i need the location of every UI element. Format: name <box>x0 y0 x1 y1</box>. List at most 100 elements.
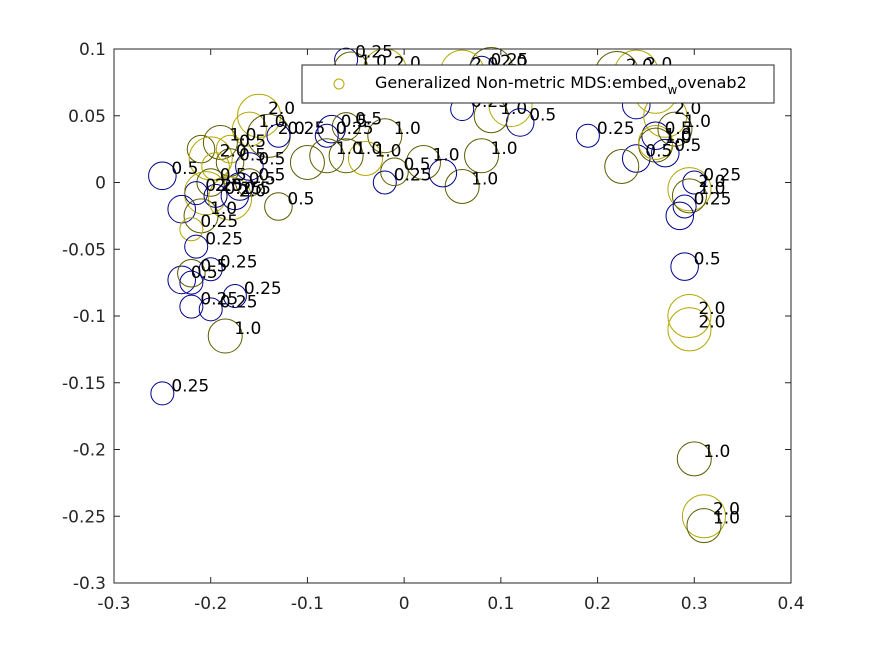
data-point <box>671 178 707 214</box>
data-point-label: 1.0 <box>336 139 363 159</box>
data-point-label: 0.25 <box>220 252 258 272</box>
data-point <box>650 138 680 168</box>
data-point-label: 2.0 <box>220 141 247 161</box>
data-point <box>150 381 175 406</box>
y-tick-label: 0 <box>95 174 106 194</box>
legend-entry-main: Generalized Non-metric MDS:embed <box>375 73 668 92</box>
y-tick-label: -0.25 <box>62 507 106 527</box>
y-tick-label: 0.1 <box>79 40 106 60</box>
data-point <box>638 124 674 160</box>
data-point <box>405 144 441 180</box>
data-point <box>215 134 245 164</box>
data-point-label: 2.0 <box>278 119 305 139</box>
data-point-label: 2.0 <box>698 312 725 332</box>
data-point-label: 0.25 <box>205 176 243 196</box>
legend-entry: Generalized Non-metric MDS:embedwovenab2 <box>375 73 747 97</box>
x-tick-label: 0.3 <box>681 594 708 614</box>
data-point-label: 1.0 <box>491 139 518 159</box>
data-point <box>266 123 291 148</box>
y-tick-label: -0.15 <box>62 374 106 394</box>
data-point <box>188 136 233 181</box>
data-point-label: 0.5 <box>249 170 276 190</box>
data-point-label: 1.0 <box>665 125 692 145</box>
data-point-label: 0.5 <box>674 136 701 156</box>
data-point <box>667 167 712 212</box>
data-point <box>367 118 403 154</box>
data-point <box>186 134 216 164</box>
data-point-label: 0.5 <box>665 119 692 139</box>
data-point-label: 0.25 <box>597 119 635 139</box>
data-point-label: 1.0 <box>210 199 237 219</box>
data-point-label: 2.0 <box>698 172 725 192</box>
data-point-label: 2.0 <box>674 99 701 119</box>
y-tick-label: -0.05 <box>62 240 106 260</box>
data-point <box>207 318 243 354</box>
data-point-label: 1.0 <box>703 442 730 462</box>
data-point-label: 2.0 <box>239 182 266 202</box>
data-point <box>208 176 253 221</box>
data-point-label: 0.5 <box>244 179 271 199</box>
data-point-label: 2.0 <box>713 499 740 519</box>
data-point-label: 1.0 <box>665 128 692 148</box>
data-point-label: 1.0 <box>374 141 401 161</box>
legend-box <box>301 64 775 104</box>
data-point <box>676 441 712 477</box>
data-point <box>575 123 600 148</box>
x-tick-label: -0.1 <box>291 594 324 614</box>
data-point <box>148 161 177 191</box>
data-point <box>682 170 707 195</box>
data-point-label: 0.25 <box>225 179 263 199</box>
data-point-label: 0.5 <box>171 159 198 179</box>
data-point <box>672 194 697 219</box>
data-point <box>372 170 397 195</box>
legend: Generalized Non-metric MDS:embedwovenab2 <box>301 64 775 104</box>
x-tick-label: 0 <box>399 594 410 614</box>
data-point <box>184 234 209 259</box>
data-point-label: 0.25 <box>694 190 732 210</box>
points-layer <box>148 46 727 544</box>
data-point <box>347 140 383 176</box>
data-point <box>198 257 223 282</box>
data-point-label: 0.5 <box>287 190 314 210</box>
data-point-label: 0.5 <box>239 132 266 152</box>
y-tick-label: -0.1 <box>73 307 106 327</box>
data-point-label: 0.25 <box>205 230 243 250</box>
data-point <box>289 144 325 180</box>
data-point-label: 1.0 <box>500 99 527 119</box>
data-point <box>681 494 727 539</box>
data-point <box>201 152 230 181</box>
data-point-label: 0.5 <box>220 166 247 186</box>
legend-entry-subscript: w <box>668 83 678 97</box>
data-point <box>235 152 264 181</box>
data-point <box>667 307 712 352</box>
data-point <box>665 201 695 231</box>
data-point-label: 0.25 <box>171 376 209 396</box>
data-point-label: 2.0 <box>268 99 295 119</box>
data-point <box>380 157 409 187</box>
x-axis: -0.3 -0.2 -0.1 0 0.1 0.2 0.3 0.4 <box>97 49 805 614</box>
data-point <box>179 217 204 242</box>
data-point-label: 0.25 <box>200 290 238 310</box>
y-tick-label: -0.3 <box>73 574 106 594</box>
data-point-label: 1.0 <box>471 170 498 190</box>
data-point-label: 1.0 <box>234 319 261 339</box>
data-point <box>604 148 640 184</box>
data-point-label: 0.5 <box>258 149 285 169</box>
data-point-label: 0.5 <box>239 145 266 165</box>
legend-entry-end: ovenab2 <box>677 73 746 92</box>
data-point-label: 1.0 <box>394 119 421 139</box>
data-point-label: 0.25 <box>336 119 374 139</box>
data-point-label: 1.0 <box>355 139 382 159</box>
data-point-label: 0.25 <box>703 166 741 186</box>
data-point <box>167 265 196 295</box>
point-labels-layer: 0.251.02.00.252.02.02.02.00.252.00.51.02… <box>171 43 741 529</box>
x-tick-label: -0.3 <box>97 594 130 614</box>
data-point-label: 0.25 <box>244 279 282 299</box>
y-tick-label: 0.05 <box>68 107 106 127</box>
data-point-label: 0.25 <box>220 292 258 312</box>
data-point-label: 0.25 <box>200 212 238 232</box>
data-point <box>314 123 339 148</box>
data-point-label: 0.5 <box>694 250 721 270</box>
data-point-label: 1.0 <box>258 112 285 132</box>
data-point <box>464 138 500 174</box>
